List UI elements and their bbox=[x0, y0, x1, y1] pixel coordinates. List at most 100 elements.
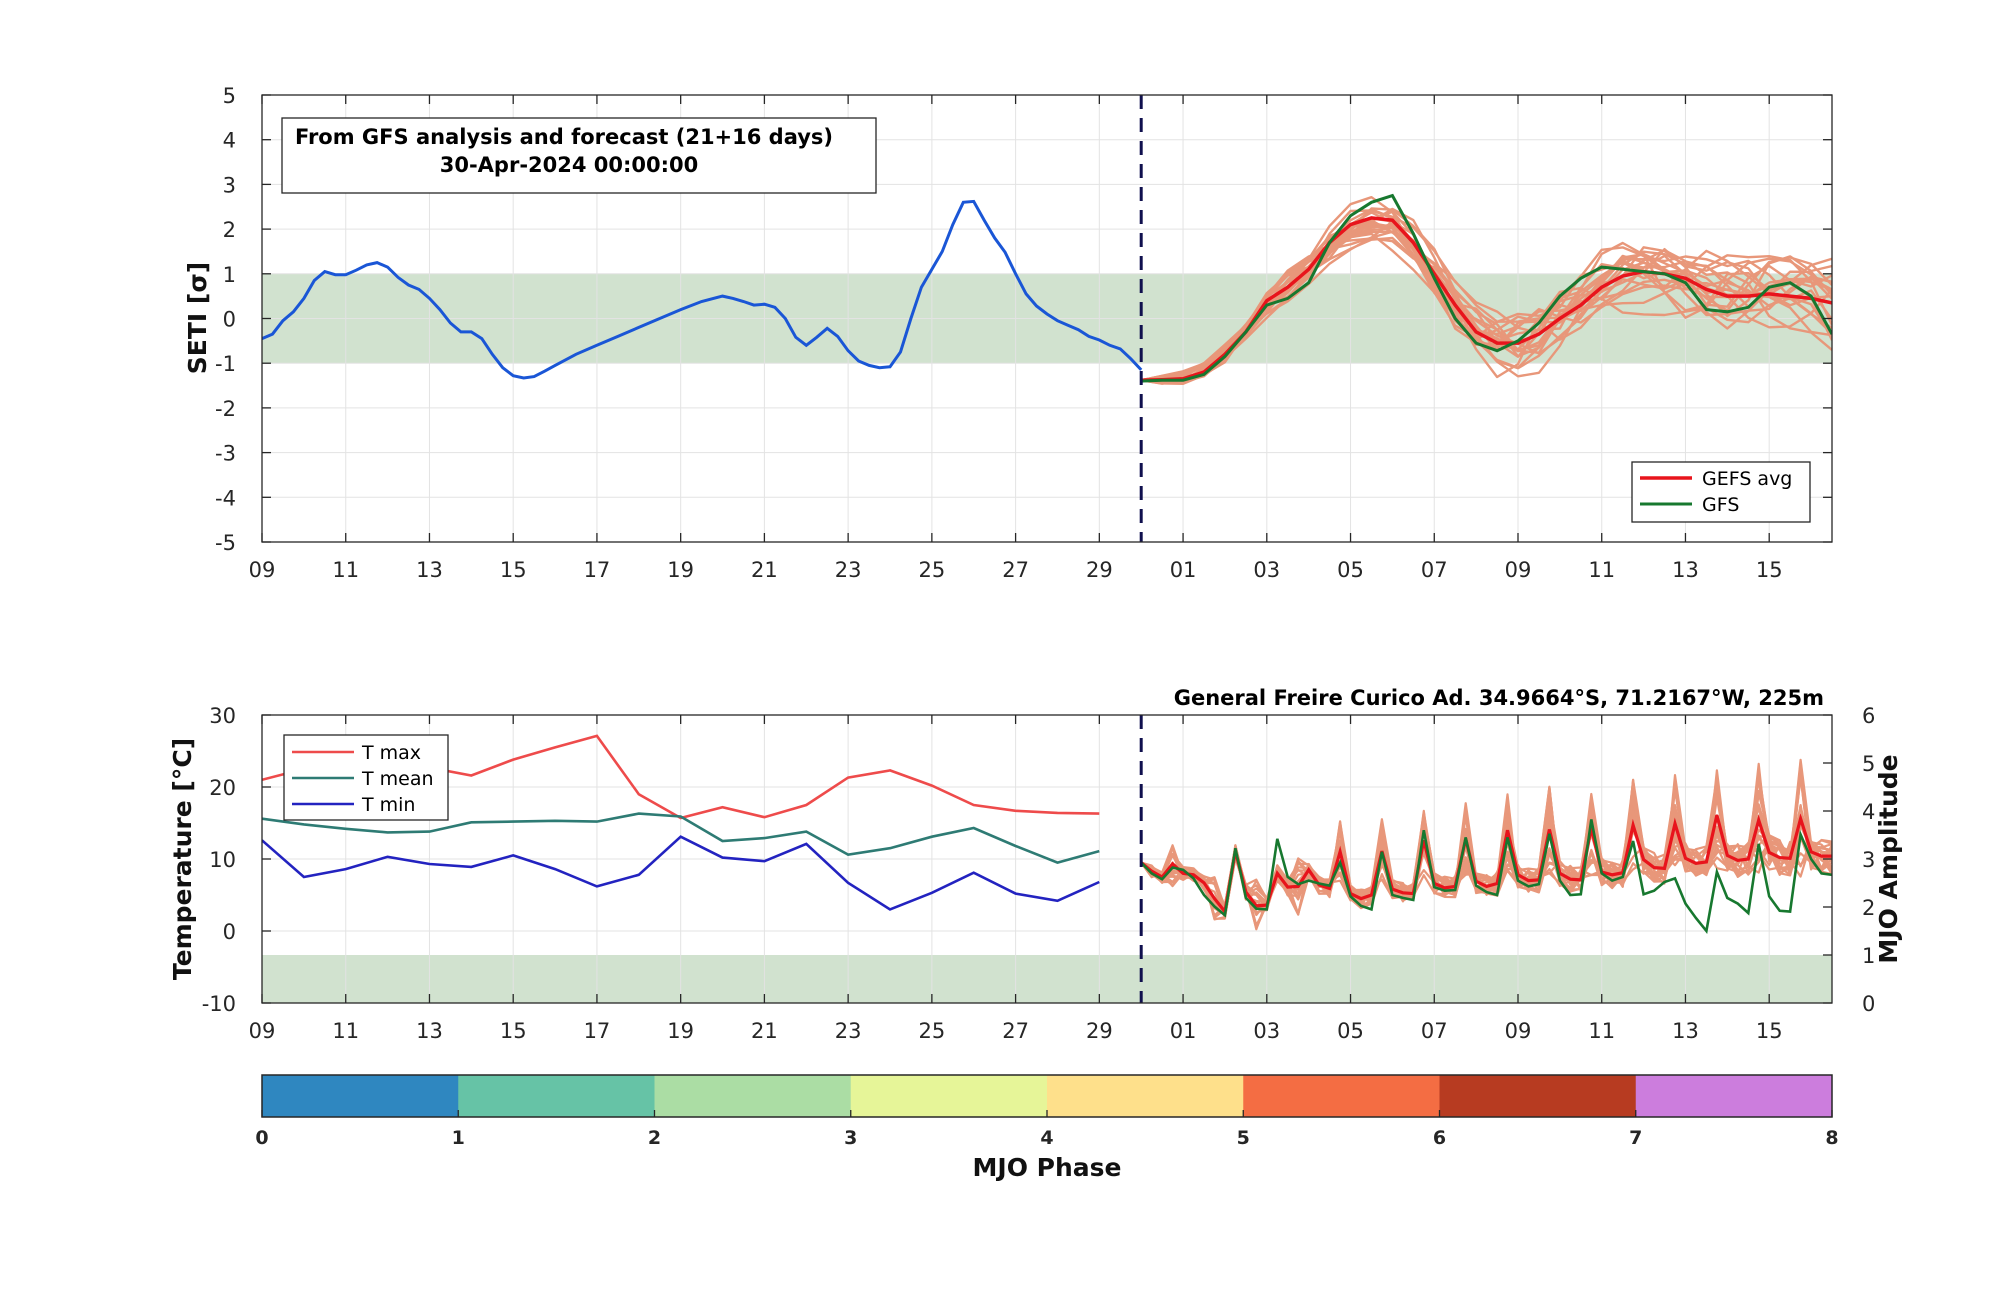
seti-x-tick-label: 15 bbox=[500, 558, 527, 582]
temperature-legend: T max T mean T min bbox=[283, 734, 449, 821]
colorbar-tick-label: 8 bbox=[1825, 1127, 1838, 1149]
temperature-x-ticks: 09 11 13 15 17 19 21 23 25 27 29 01 03 05 07 09 11 13 15 bbox=[249, 715, 1783, 1043]
colorbar-segment-phase-3 bbox=[654, 1075, 852, 1117]
temperature-x-tick-label: 07 bbox=[1421, 1019, 1448, 1043]
seti-x-tick-label: 01 bbox=[1170, 558, 1197, 582]
colorbar-segment-phase-5 bbox=[1047, 1075, 1244, 1117]
colorbar-label: MJO Phase bbox=[973, 1153, 1122, 1182]
seti-x-tick-label: 21 bbox=[751, 558, 778, 582]
seti-annotation-box: From GFS analysis and forecast (21+16 da… bbox=[281, 117, 877, 194]
temperature-y-tick-label: 0 bbox=[223, 920, 236, 944]
colorbar-ticks: 0 1 2 3 4 5 6 7 8 bbox=[255, 1110, 1839, 1149]
colorbar-tick-label: 4 bbox=[1040, 1127, 1053, 1149]
seti-y-tick-label: 1 bbox=[223, 263, 236, 287]
seti-x-tick-label: 19 bbox=[667, 558, 694, 582]
annotation-line-2: 30-Apr-2024 00:00:00 bbox=[440, 153, 699, 177]
seti-observed-line bbox=[262, 199, 1143, 380]
seti-x-tick-label: 03 bbox=[1253, 558, 1280, 582]
seti-y-tick-label: -2 bbox=[215, 397, 236, 421]
seti-x-tick-label: 09 bbox=[249, 558, 276, 582]
seti-x-tick-label: 05 bbox=[1337, 558, 1364, 582]
temperature-x-tick-label: 27 bbox=[1002, 1019, 1029, 1043]
seti-y-tick-label: 2 bbox=[223, 218, 236, 242]
colorbar-segment-phase-8 bbox=[1635, 1075, 1833, 1117]
seti-x-tick-label: 17 bbox=[584, 558, 611, 582]
seti-x-tick-label: 27 bbox=[1002, 558, 1029, 582]
temperature-y-tick-label: 20 bbox=[209, 776, 236, 800]
seti-gefs-member-line bbox=[1141, 230, 1832, 383]
colorbar-tick-label: 6 bbox=[1433, 1127, 1446, 1149]
colorbar-tick-label: 1 bbox=[452, 1127, 465, 1149]
seti-x-ticks: 09 11 13 15 17 19 21 23 25 27 29 01 03 05 07 09 11 13 15 bbox=[249, 95, 1783, 582]
temperature-x-tick-label: 29 bbox=[1086, 1019, 1113, 1043]
seti-y-tick-label: 4 bbox=[223, 129, 236, 153]
temperature-y-tick-label: -10 bbox=[202, 992, 236, 1016]
temperature-y-axis-label: Temperature [°C] bbox=[168, 738, 197, 980]
seti-legend: GEFS avg GFS bbox=[1631, 461, 1811, 523]
seti-y-axis-label: SETI [σ] bbox=[183, 262, 212, 374]
seti-gefs-member-line bbox=[1141, 207, 1832, 385]
seti-x-tick-label: 29 bbox=[1086, 558, 1113, 582]
colorbar-tick-label: 0 bbox=[255, 1127, 268, 1149]
seti-y-tick-label: 5 bbox=[223, 84, 236, 108]
seti-gfs-line bbox=[1141, 193, 1832, 383]
colorbar-tick-label: 5 bbox=[1237, 1127, 1250, 1149]
mjo-amplitude-tick-label: 3 bbox=[1862, 848, 1875, 872]
colorbar-tick-label: 7 bbox=[1629, 1127, 1642, 1149]
mjo-amplitude-tick-label: 6 bbox=[1862, 704, 1875, 728]
colorbar-segment-phase-2 bbox=[458, 1075, 655, 1117]
legend-gfs-label: GFS bbox=[1702, 494, 1739, 516]
temperature-x-tick-label: 05 bbox=[1337, 1019, 1364, 1043]
temperature-x-tick-label: 23 bbox=[835, 1019, 862, 1043]
temperature-x-tick-label: 03 bbox=[1253, 1019, 1280, 1043]
colorbar-tick-label: 2 bbox=[648, 1127, 661, 1149]
mjo-amplitude-tick-label: 1 bbox=[1862, 944, 1875, 968]
tmin-line bbox=[262, 835, 1100, 911]
colorbar-segment-phase-7 bbox=[1439, 1075, 1637, 1117]
seti-y-tick-label: -5 bbox=[215, 531, 236, 555]
colorbar-segments bbox=[262, 1075, 1833, 1117]
seti-x-tick-label: 15 bbox=[1756, 558, 1783, 582]
mjo-amplitude-ticks: 6 5 4 3 2 1 0 bbox=[1823, 704, 1875, 1016]
temperature-x-tick-label: 09 bbox=[1505, 1019, 1532, 1043]
temperature-gefs-member-line bbox=[1140, 769, 1832, 931]
temperature-x-tick-label: 19 bbox=[667, 1019, 694, 1043]
seti-y-tick-label: -3 bbox=[215, 442, 236, 466]
legend-tmean-label: T mean bbox=[361, 768, 434, 790]
seti-y-tick-label: 0 bbox=[223, 308, 236, 332]
seti-x-tick-label: 11 bbox=[1588, 558, 1615, 582]
seti-y-tick-label: -1 bbox=[215, 352, 236, 376]
temperature-gfs-line bbox=[1140, 819, 1832, 935]
seti-x-tick-label: 07 bbox=[1421, 558, 1448, 582]
temperature-x-tick-label: 11 bbox=[1588, 1019, 1615, 1043]
annotation-line-1: From GFS analysis and forecast (21+16 da… bbox=[295, 125, 833, 149]
mjo-amplitude-tick-label: 5 bbox=[1862, 752, 1875, 776]
mjo-amplitude-tick-label: 2 bbox=[1862, 896, 1875, 920]
temperature-y-ticks: 30 20 10 0 -10 bbox=[202, 704, 271, 1016]
colorbar-segment-phase-4 bbox=[850, 1075, 1048, 1117]
temperature-x-tick-label: 11 bbox=[332, 1019, 359, 1043]
legend-tmax-label: T max bbox=[361, 742, 421, 764]
seti-x-tick-label: 13 bbox=[416, 558, 443, 582]
legend-gefs-avg-label: GEFS avg bbox=[1702, 468, 1792, 490]
mjo-amplitude-axis-label: MJO Amplitude bbox=[1874, 754, 1903, 963]
seti-y-tick-label: -4 bbox=[215, 486, 236, 510]
temperature-y-tick-label: 30 bbox=[209, 704, 236, 728]
mjo-amplitude-band bbox=[262, 955, 1832, 1003]
temperature-x-tick-label: 15 bbox=[1756, 1019, 1783, 1043]
seti-x-tick-label: 09 bbox=[1505, 558, 1532, 582]
seti-y-tick-label: 3 bbox=[223, 173, 236, 197]
station-label: General Freire Curico Ad. 34.9664°S, 71.… bbox=[1174, 686, 1824, 710]
temperature-x-tick-label: 09 bbox=[249, 1019, 276, 1043]
temperature-x-tick-label: 13 bbox=[1672, 1019, 1699, 1043]
temperature-gefs-member-line bbox=[1140, 789, 1832, 917]
mjo-phase-colorbar: 0 1 2 3 4 5 6 7 8 MJO Phase bbox=[255, 1074, 1839, 1182]
colorbar-segment-phase-1 bbox=[262, 1075, 459, 1117]
legend-tmin-label: T min bbox=[361, 794, 415, 816]
seti-x-tick-label: 25 bbox=[918, 558, 945, 582]
temperature-x-tick-label: 21 bbox=[751, 1019, 778, 1043]
seti-x-tick-label: 13 bbox=[1672, 558, 1699, 582]
